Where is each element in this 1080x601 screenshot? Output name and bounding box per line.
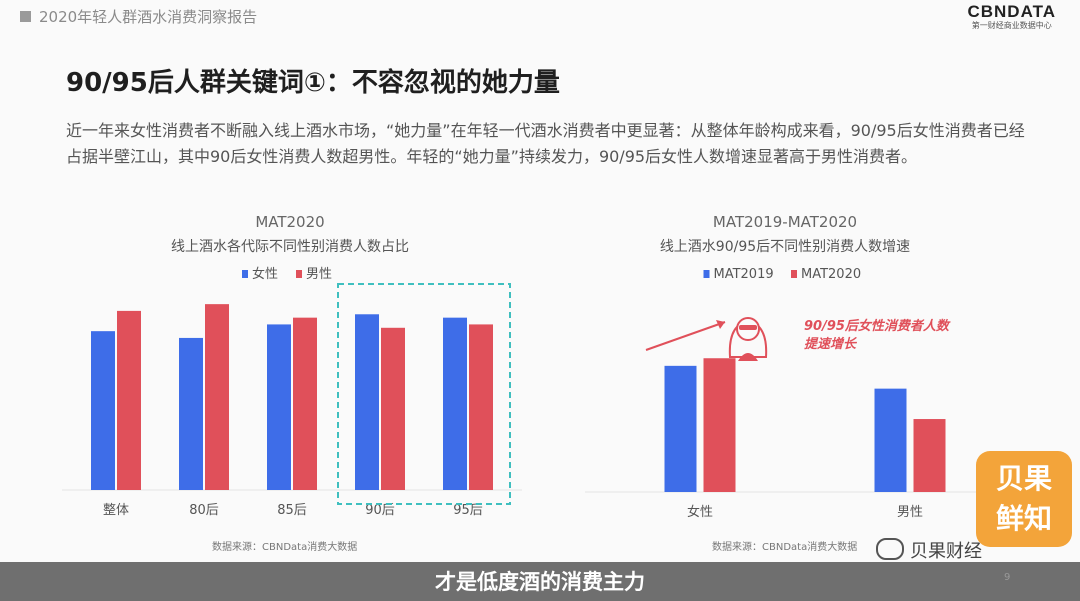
brand-logo: CBNDATA 第一财经商业数据中心: [967, 2, 1056, 31]
trend-arrowhead: [716, 320, 725, 329]
badge-line1: 贝果: [995, 462, 1052, 495]
x-tick-label: 85后: [277, 503, 307, 518]
legend-label: MAT2020: [801, 267, 861, 282]
bar-女性-整体: [91, 331, 115, 490]
chart-growth-rate: MAT2019-MAT2020 线上酒水90/95后不同性别消费人数增速 MAT20…: [585, 213, 1000, 520]
bar-男性-整体: [117, 310, 141, 490]
bar-MAT2019-男性: [874, 388, 907, 492]
wechat-name: 贝果财经: [910, 541, 982, 562]
report-name-text: 2020年轻人群酒水消费洞察报告: [39, 8, 258, 26]
x-tick-label: 整体: [103, 503, 129, 518]
annotation-line1: 90/95后女性消费者人数: [804, 318, 951, 334]
chart-title: MAT2020: [255, 213, 324, 231]
brand-name: CBNDATA: [967, 2, 1056, 21]
chart-right-source: 数据来源：CBNData消费大数据: [712, 542, 858, 553]
legend-label: 男性: [306, 267, 332, 282]
bar-MAT2020-女性: [703, 358, 736, 492]
bar-女性-80后: [179, 337, 203, 490]
wechat-icon: [876, 538, 904, 560]
bar-MAT2019-女性: [664, 365, 697, 492]
wechat-watermark: 贝果财经: [876, 537, 982, 563]
trend-arrow: [645, 321, 726, 351]
beiguo-badge: 贝果 鲜知: [976, 451, 1072, 547]
legend-swatch: [296, 270, 302, 278]
square-icon: [20, 11, 31, 22]
badge-line2: 鲜知: [995, 502, 1052, 535]
woman-icon: [728, 317, 768, 361]
bar-男性-80后: [205, 304, 229, 490]
x-tick-label: 女性: [687, 504, 713, 520]
annotation-line2: 提速增长: [804, 336, 858, 352]
chart-left-source: 数据来源：CBNData消费大数据: [212, 542, 358, 553]
bar-男性-85后: [293, 317, 317, 490]
bar-男性-90后: [381, 327, 405, 490]
x-tick-label: 男性: [897, 505, 923, 520]
bar-女性-95后: [443, 317, 467, 490]
chart-subtitle: 线上酒水90/95后不同性别消费人数增速: [660, 239, 910, 255]
legend-label: MAT2019: [714, 267, 774, 282]
x-tick-label: 80后: [189, 503, 219, 518]
x-tick-label: 95后: [453, 503, 483, 518]
page-title: 90/95后人群关键词①：不容忽视的她力量: [66, 68, 560, 98]
chart-title: MAT2019-MAT2020: [713, 213, 857, 231]
legend-label: 女性: [252, 266, 278, 282]
report-name: 2020年轻人群酒水消费洞察报告: [20, 6, 257, 27]
brand-sub: 第一财经商业数据中心: [971, 21, 1052, 30]
intro-text: 近一年来女性消费者不断融入线上酒水市场，“她力量”在年轻一代酒水消费者中更显著：…: [66, 121, 1025, 166]
legend-swatch: [703, 270, 710, 278]
subtitle-bar: [0, 562, 1080, 601]
page-number: 9: [1004, 572, 1011, 583]
highlight-box: [337, 283, 511, 505]
x-tick-label: 90后: [365, 503, 395, 518]
legend-swatch: [242, 270, 248, 278]
legend-swatch: [791, 270, 797, 278]
bar-女性-90后: [355, 314, 379, 490]
bar-女性-85后: [267, 324, 291, 490]
top-bar: 2020年轻人群酒水消费洞察报告 CBNDATA 第一财经商业数据中心: [0, 0, 1080, 34]
video-subtitle: 才是低度酒的消费主力: [435, 570, 645, 594]
bar-MAT2020-男性: [913, 419, 946, 492]
chart-subtitle: 线上酒水各代际不同性别消费人数占比: [171, 239, 409, 255]
bar-男性-95后: [469, 324, 493, 490]
